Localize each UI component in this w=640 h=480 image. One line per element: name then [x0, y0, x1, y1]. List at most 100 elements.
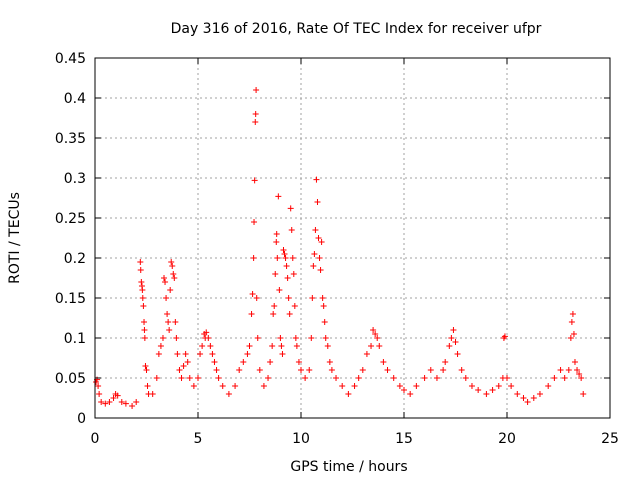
data-point [475, 387, 482, 393]
data-point [203, 329, 210, 336]
data-point [164, 311, 171, 317]
data-point [551, 375, 558, 381]
data-point [140, 303, 147, 309]
chart-title: Day 316 of 2016, Rate Of TEC Index for r… [171, 21, 542, 37]
data-point [557, 367, 564, 373]
data-point [286, 311, 293, 317]
data-point [277, 335, 284, 341]
data-point [291, 303, 298, 309]
data-point [433, 375, 440, 381]
data-point [141, 335, 148, 341]
data-point [205, 335, 212, 341]
data-point [253, 295, 260, 301]
y-tick-label: 0.45 [55, 51, 86, 67]
data-point [273, 239, 280, 245]
data-point [240, 359, 247, 365]
data-point [289, 255, 296, 261]
data-point [319, 295, 326, 301]
data-point [283, 263, 290, 269]
data-point [489, 387, 496, 393]
data-point [524, 399, 531, 405]
data-point [171, 275, 178, 281]
x-tick-label: 5 [194, 431, 203, 447]
data-point [570, 331, 577, 337]
y-tick-label: 0.05 [55, 371, 86, 387]
data-point [149, 391, 156, 397]
data-point [139, 287, 146, 293]
data-point [520, 395, 527, 401]
data-point [141, 319, 148, 325]
data-point [571, 359, 578, 365]
data-point [142, 363, 149, 369]
data-point [458, 367, 465, 373]
data-point [133, 399, 140, 405]
data-point [173, 335, 180, 341]
data-point [302, 375, 309, 381]
data-point [310, 263, 317, 269]
data-point [270, 311, 277, 317]
data-point [483, 391, 490, 397]
y-tick-label: 0.3 [64, 171, 86, 187]
data-point [213, 367, 220, 373]
data-point [561, 375, 568, 381]
data-point [252, 111, 259, 117]
data-point [244, 351, 251, 357]
data-point [442, 359, 449, 365]
data-point [359, 367, 366, 373]
data-point [280, 247, 287, 253]
data-point [514, 391, 521, 397]
data-point [495, 383, 502, 389]
data-point [308, 335, 315, 341]
data-point [190, 383, 197, 389]
data-point [452, 339, 459, 345]
data-point [413, 383, 420, 389]
data-point [225, 391, 232, 397]
data-point [311, 251, 318, 257]
data-point [110, 395, 117, 401]
data-point [328, 367, 335, 373]
data-point [508, 383, 515, 389]
data-point [271, 303, 278, 309]
data-point [138, 279, 145, 285]
data-point [267, 359, 274, 365]
data-point [376, 343, 383, 349]
data-point [195, 375, 201, 381]
y-tick-label: 0.25 [55, 211, 86, 227]
data-point [129, 403, 136, 409]
data-point [401, 387, 407, 393]
data-point [182, 351, 189, 357]
data-point [122, 400, 129, 407]
data-point [163, 295, 170, 301]
data-point [390, 375, 397, 381]
y-tick-label: 0.1 [64, 331, 86, 347]
data-point [440, 367, 447, 373]
data-point [298, 367, 304, 373]
data-point [168, 259, 175, 265]
data-point [384, 367, 391, 373]
data-point [232, 383, 239, 389]
y-tick-label: 0.2 [64, 251, 86, 267]
data-point [282, 255, 289, 261]
data-point [580, 391, 587, 397]
data-point [273, 231, 280, 237]
data-point [372, 331, 379, 337]
x-tick-label: 10 [292, 431, 310, 447]
data-point [295, 359, 302, 365]
data-point [290, 271, 297, 277]
data-point [396, 383, 403, 389]
data-point [219, 383, 226, 389]
data-point [285, 295, 292, 301]
data-point [236, 367, 243, 373]
axis-ticks [94, 57, 611, 419]
data-point [269, 343, 276, 349]
data-point [275, 193, 282, 200]
plot-frame [94, 57, 611, 419]
x-tick-label: 25 [601, 431, 619, 447]
data-point [322, 335, 329, 341]
data-point [159, 335, 166, 341]
data-point [253, 87, 260, 93]
data-point [137, 267, 144, 273]
data-point [530, 395, 537, 401]
data-point [569, 311, 576, 317]
